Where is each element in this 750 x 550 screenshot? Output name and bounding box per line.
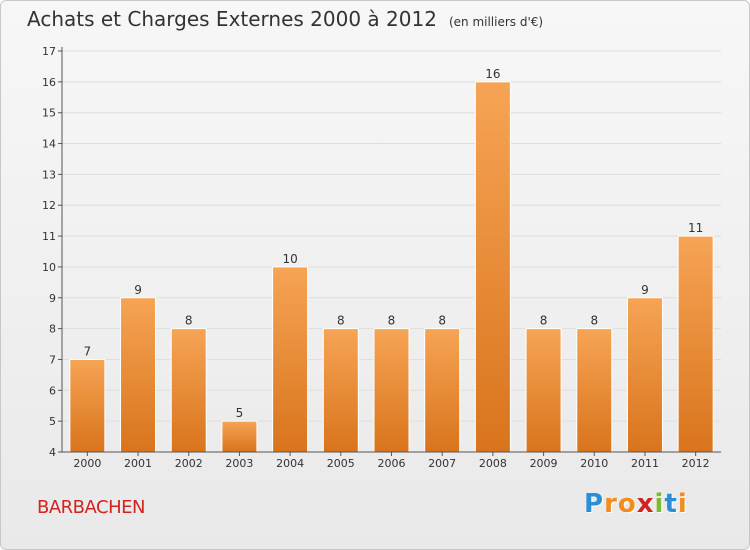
x-tick-label: 2009 [530, 457, 558, 470]
x-tick-label: 2011 [631, 457, 659, 470]
bar-value-label: 5 [236, 406, 244, 420]
y-tick-label: 8 [49, 323, 56, 336]
axis-layer: 4 5 6 7 8 9 10 11 12 13 14 15 16 17 2000 2001 2002 2003 20… [42, 45, 721, 470]
bar-value-label: 16 [485, 67, 500, 81]
x-tick-label: 2008 [479, 457, 507, 470]
chart-title-text: Achats et Charges Externes 2000 à 2012 [27, 7, 437, 31]
x-tick-label: 2005 [327, 457, 355, 470]
x-tick-label: 2003 [225, 457, 253, 470]
logo-letter: o [617, 489, 637, 519]
y-tick-label: 12 [42, 199, 56, 212]
bar [373, 328, 410, 453]
bar [69, 358, 106, 453]
y-tick-label: 17 [42, 45, 56, 58]
bar [525, 328, 562, 453]
bar-value-label: 10 [282, 252, 297, 266]
bar-value-label: 9 [641, 283, 649, 297]
bar-value-label: 8 [185, 314, 193, 328]
x-tick-label: 2010 [580, 457, 608, 470]
bar [322, 328, 359, 453]
y-tick-label: 9 [49, 292, 56, 305]
chart-unit: (en milliers d'€) [448, 15, 544, 29]
bar [576, 328, 613, 453]
bar-value-label: 11 [688, 221, 703, 235]
bar [221, 420, 258, 453]
y-tick-label: 15 [42, 107, 56, 120]
proxiti-logo: Proxiti [584, 489, 688, 519]
y-tick-label: 7 [49, 353, 56, 366]
bar-layer: 7 9 8 5 10 8 8 8 16 8 8 9 11 [69, 67, 714, 453]
logo-letter: t [664, 489, 678, 519]
x-tick-label: 2004 [276, 457, 304, 470]
y-tick-label: 6 [49, 384, 56, 397]
y-tick-label: 4 [49, 446, 56, 459]
chart-title: Achats et Charges Externes 2000 à 2012 (e… [27, 7, 543, 31]
logo-letter: P [584, 489, 605, 519]
logo-letter: i [654, 489, 665, 519]
bar [626, 297, 663, 453]
bar [677, 235, 714, 453]
bar-value-label: 8 [438, 314, 446, 328]
bar-value-label: 7 [84, 344, 92, 358]
logo-letter: i [677, 489, 688, 519]
bar-value-label: 8 [590, 314, 598, 328]
y-tick-label: 13 [42, 168, 56, 181]
y-tick-label: 5 [49, 415, 56, 428]
y-tick-label: 10 [42, 261, 56, 274]
x-tick-label: 2002 [175, 457, 203, 470]
logo-letter: r [604, 489, 618, 519]
bar-value-label: 8 [540, 314, 548, 328]
y-tick-label: 14 [42, 138, 56, 151]
bar-value-label: 8 [337, 314, 345, 328]
city-name: BARBACHEN [37, 497, 145, 518]
x-tick-label: 2012 [682, 457, 710, 470]
logo-letter: x [636, 489, 655, 519]
bar-value-label: 8 [388, 314, 396, 328]
bar [170, 328, 207, 453]
x-tick-label: 2001 [124, 457, 152, 470]
bar [474, 81, 511, 453]
bar [424, 328, 461, 453]
x-tick-label: 2007 [428, 457, 456, 470]
bar [272, 266, 309, 453]
x-tick-label: 2000 [73, 457, 101, 470]
y-tick-label: 16 [42, 76, 56, 89]
y-tick-label: 11 [42, 230, 56, 243]
bar [120, 297, 157, 453]
x-tick-label: 2006 [378, 457, 406, 470]
bar-value-label: 9 [134, 283, 142, 297]
